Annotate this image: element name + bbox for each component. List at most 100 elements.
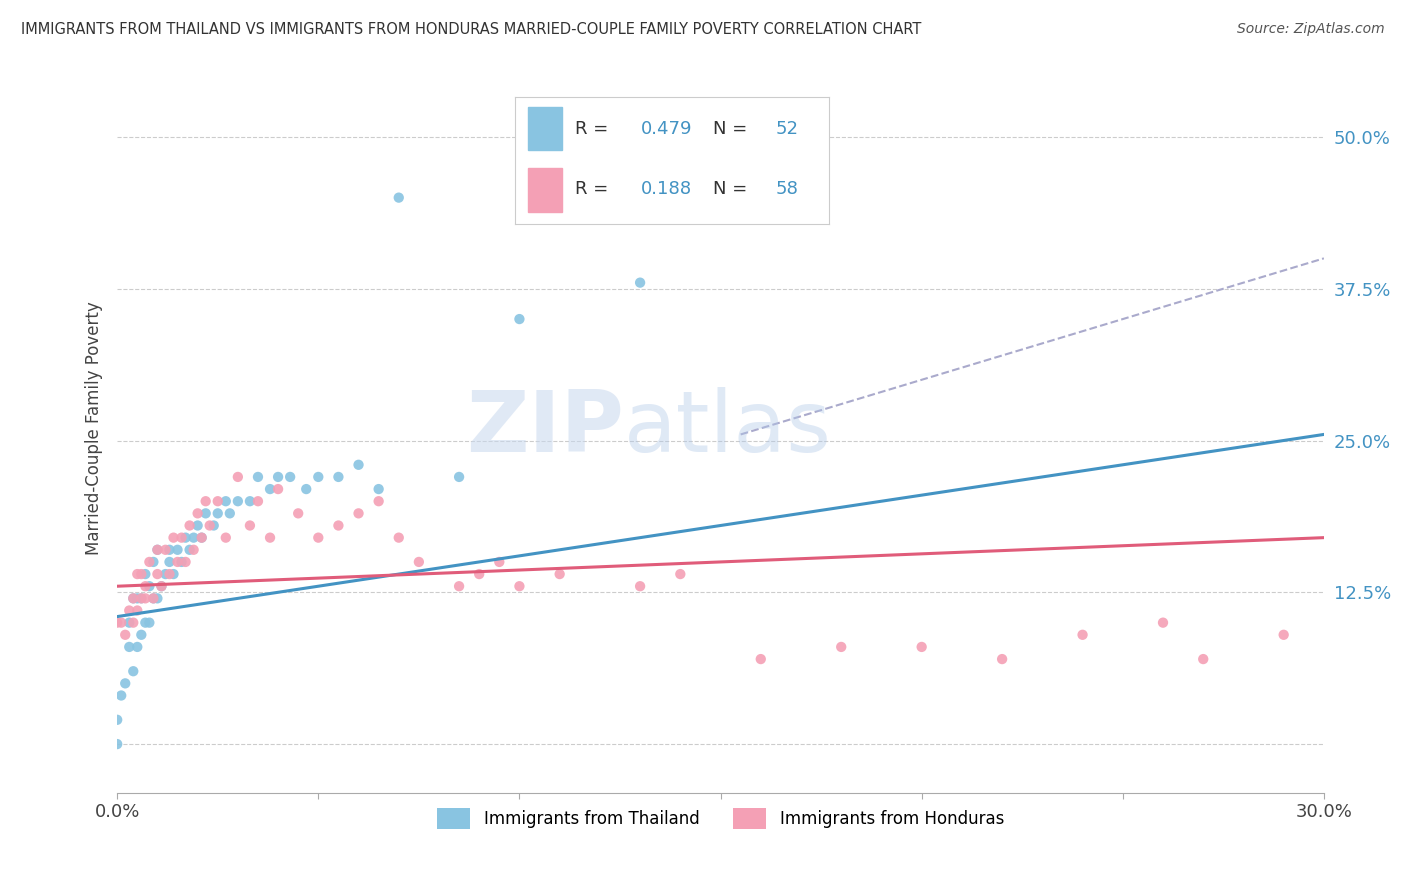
Point [239, 518, 262, 533]
Point [155, 567, 177, 582]
Point [142, 555, 165, 569]
Point [170, 555, 193, 569]
Point [278, 470, 301, 484]
Point [307, 531, 329, 545]
Point [146, 542, 169, 557]
Point [114, 676, 136, 690]
Point [131, 567, 153, 582]
Point [246, 470, 269, 484]
Point [991, 652, 1014, 666]
Point [146, 567, 169, 582]
Point [202, 518, 225, 533]
Point [207, 494, 229, 508]
Text: atlas: atlas [624, 387, 832, 470]
Point [628, 579, 651, 593]
Point [388, 191, 411, 205]
Point [114, 628, 136, 642]
Point [110, 689, 132, 703]
Point [134, 591, 156, 606]
Point [226, 470, 249, 484]
Point [218, 507, 240, 521]
Point [170, 531, 193, 545]
Point [179, 518, 201, 533]
Point [183, 542, 205, 557]
Point [287, 507, 309, 521]
Point [194, 494, 217, 508]
Point [194, 507, 217, 521]
Point [155, 542, 177, 557]
Point [134, 615, 156, 630]
Point [198, 518, 221, 533]
Point [162, 531, 184, 545]
Point [449, 470, 471, 484]
Point [1071, 628, 1094, 642]
Point [146, 542, 169, 557]
Point [138, 615, 160, 630]
Point [408, 555, 430, 569]
Point [468, 567, 491, 582]
Point [159, 555, 181, 569]
Point [449, 579, 471, 593]
Point [122, 615, 145, 630]
Y-axis label: Married-Couple Family Poverty: Married-Couple Family Poverty [86, 301, 103, 555]
Point [388, 531, 411, 545]
Point [187, 518, 209, 533]
Point [215, 531, 238, 545]
Point [215, 494, 238, 508]
Point [127, 640, 149, 654]
Point [628, 276, 651, 290]
Point [122, 591, 145, 606]
Point [488, 555, 510, 569]
Point [190, 531, 212, 545]
Point [118, 640, 141, 654]
Point [174, 555, 197, 569]
Point [122, 591, 145, 606]
Point [134, 579, 156, 593]
Point [226, 494, 249, 508]
Point [830, 640, 852, 654]
Point [166, 542, 188, 557]
Point [548, 567, 571, 582]
Legend: Immigrants from Thailand, Immigrants from Honduras: Immigrants from Thailand, Immigrants fro… [430, 802, 1011, 835]
Point [127, 603, 149, 617]
Point [150, 579, 173, 593]
Point [138, 555, 160, 569]
Point [911, 640, 934, 654]
Point [1152, 615, 1174, 630]
Point [105, 615, 128, 630]
Point [187, 507, 209, 521]
Point [508, 579, 530, 593]
Point [105, 713, 128, 727]
Point [367, 494, 389, 508]
Point [328, 518, 350, 533]
Point [118, 615, 141, 630]
Point [122, 664, 145, 678]
Text: IMMIGRANTS FROM THAILAND VS IMMIGRANTS FROM HONDURAS MARRIED-COUPLE FAMILY POVER: IMMIGRANTS FROM THAILAND VS IMMIGRANTS F… [21, 22, 921, 37]
Point [142, 591, 165, 606]
Point [138, 579, 160, 593]
Point [307, 470, 329, 484]
Point [246, 494, 269, 508]
Point [131, 628, 153, 642]
Point [159, 567, 181, 582]
Point [131, 591, 153, 606]
Point [166, 555, 188, 569]
Point [127, 567, 149, 582]
Point [508, 312, 530, 326]
Point [127, 591, 149, 606]
Point [162, 567, 184, 582]
Point [207, 507, 229, 521]
Point [347, 458, 370, 472]
Point [749, 652, 772, 666]
Point [295, 482, 318, 496]
Point [105, 737, 128, 751]
Point [1272, 628, 1295, 642]
Point [267, 470, 290, 484]
Point [669, 567, 692, 582]
Text: Source: ZipAtlas.com: Source: ZipAtlas.com [1237, 22, 1385, 37]
Point [328, 470, 350, 484]
Text: ZIP: ZIP [467, 387, 624, 470]
Point [190, 531, 212, 545]
Point [267, 482, 290, 496]
Point [259, 531, 281, 545]
